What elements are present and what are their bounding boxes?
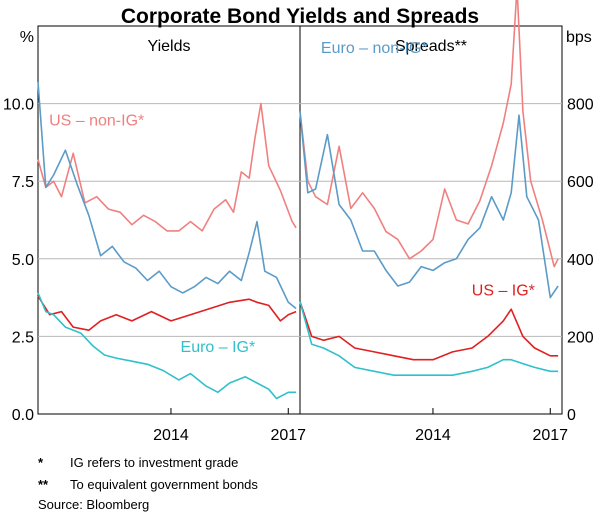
y-tick-label: 200 [567,329,594,346]
series-line [299,0,559,268]
series-label: US – non-IG* [49,112,144,129]
footnote-text: To equivalent government bonds [70,477,258,492]
series-line [37,295,297,332]
panel-title: Spreads** [395,38,467,55]
x-tick-label: 2014 [415,427,451,444]
series-line [37,102,297,232]
footnote-spread: ** To equivalent government bonds [38,477,258,492]
footnote-ig: * IG refers to investment grade [38,455,238,470]
series-label: Euro – non-IG* [321,40,428,57]
y-tick-label: 0 [567,407,576,424]
x-tick-label: 2017 [532,427,568,444]
series-label: US – IG* [472,283,535,300]
y-tick-label: 800 [567,97,594,114]
chart-title: Corporate Bond Yields and Spreads [121,5,479,28]
series-line [299,301,559,377]
series-label: Euro – IG* [181,339,256,356]
x-tick-label: 2014 [153,427,189,444]
labels-layer: 0.0 2.5 5.0 7.5 10.0% Yields 2014 2017 US – non-… [3,29,594,444]
series-layer [37,0,559,400]
y-tick-label: 10.0 [3,97,34,114]
x-tick-label: 2017 [270,427,306,444]
source-note: Source: Bloomberg [38,497,150,512]
series-line [37,81,297,310]
series-line [37,292,297,400]
y-unit-label: % [20,29,34,46]
y-tick-label: 7.5 [12,174,34,191]
footnote-text: IG refers to investment grade [70,455,239,470]
y-tick-label: 0.0 [12,407,34,424]
y-unit-label: bps [566,29,592,46]
series-line [299,301,559,361]
y-tick-label: 600 [567,174,594,191]
y-tick-label: 5.0 [12,252,34,269]
panel-title: Yields [148,38,191,55]
series-line [299,111,559,299]
footnote-mark: * [38,455,44,470]
gridlines [38,103,562,337]
y-tick-label: 400 [567,252,594,269]
footnote-mark: ** [38,477,49,492]
y-tick-label: 2.5 [12,329,34,346]
